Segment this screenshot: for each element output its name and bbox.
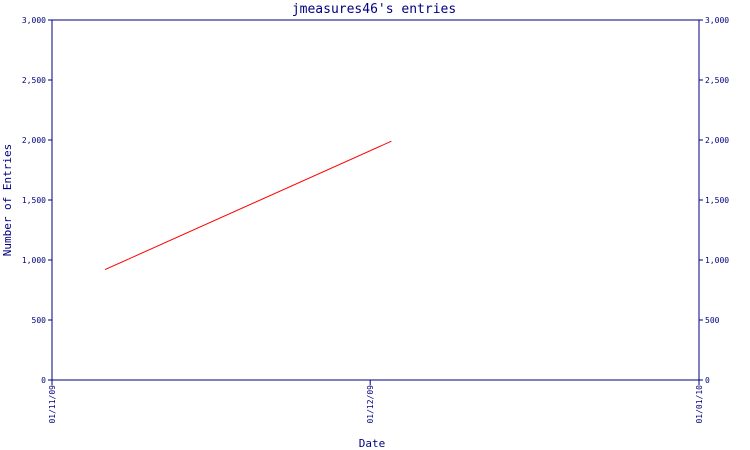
y-tick-label-right: 500 [705, 316, 720, 325]
x-tick-label: 01/11/09 [48, 385, 57, 424]
y-tick-label-left: 500 [32, 316, 47, 325]
y-tick-label-right: 2,000 [705, 136, 729, 145]
y-tick-label-left: 3,000 [22, 16, 46, 25]
y-axis-label: Number of Entries [1, 144, 14, 257]
y-tick-label-right: 1,000 [705, 256, 729, 265]
series-line-0 [104, 140, 392, 271]
x-axis: 01/11/09 01/12/09 01/01/10 [48, 380, 704, 424]
y-tick-label-left: 1,000 [22, 256, 46, 265]
y-tick-label-left: 2,500 [22, 76, 46, 85]
x-tick-label: 01/01/10 [695, 385, 704, 424]
y-axis-left: 0 500 1,000 1,500 2,000 2,500 3,000 [22, 16, 52, 385]
chart-title: jmeasures46's entries [292, 2, 456, 17]
x-tick-label: 01/12/09 [366, 385, 375, 424]
y-tick-label-left: 2,000 [22, 136, 46, 145]
series-layer [104, 140, 392, 271]
y-tick-label-left: 0 [41, 376, 46, 385]
x-axis-label: Date [359, 437, 386, 450]
y-tick-label-right: 0 [705, 376, 710, 385]
y-tick-label-right: 3,000 [705, 16, 729, 25]
y-tick-label-left: 1,500 [22, 196, 46, 205]
plot-frame [51, 19, 700, 381]
y-tick-label-right: 2,500 [705, 76, 729, 85]
y-tick-label-right: 1,500 [705, 196, 729, 205]
y-axis-right: 0 500 1,000 1,500 2,000 2,500 3,000 [699, 16, 729, 385]
